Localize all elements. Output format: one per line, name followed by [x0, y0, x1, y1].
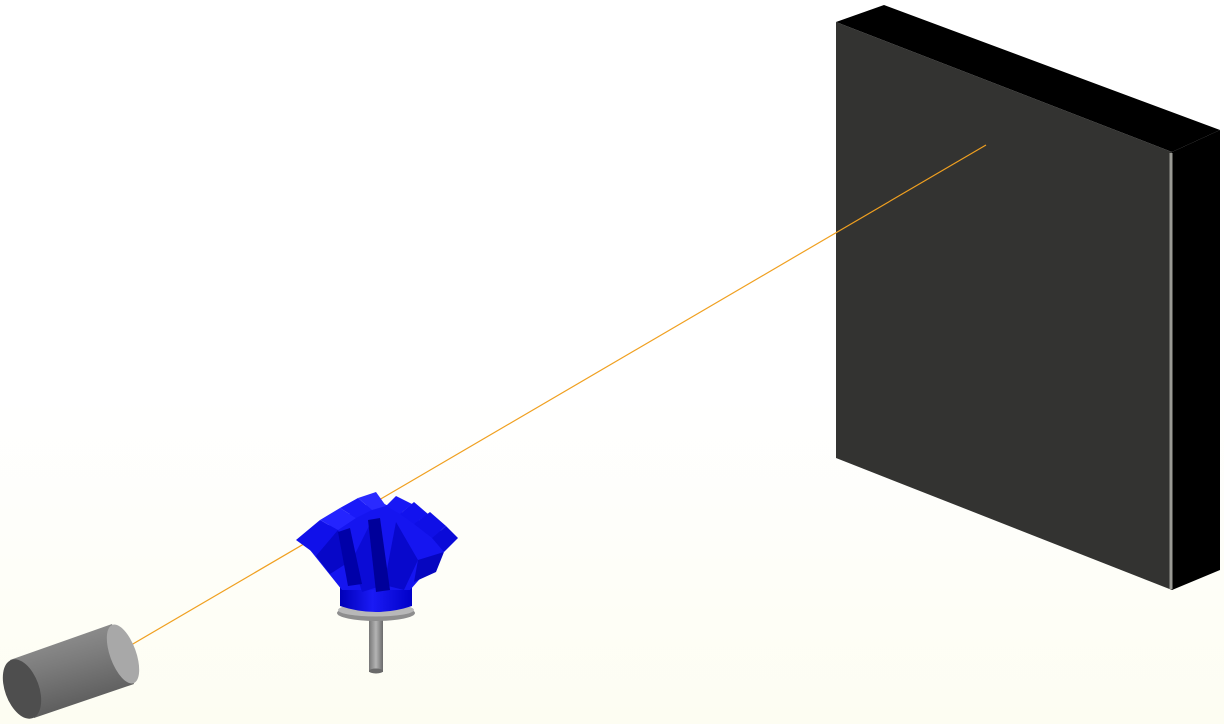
stand-post — [369, 618, 383, 672]
laser-front-cap — [106, 624, 140, 684]
gear-tooth — [320, 508, 356, 530]
gear-hub — [340, 585, 412, 612]
gear-dark-groove — [368, 518, 390, 592]
gear-tooth — [386, 496, 412, 514]
laser-beam — [113, 144, 987, 656]
laser-back-cap — [2, 659, 42, 719]
gear-tooth — [296, 520, 338, 556]
screen-top-face — [836, 5, 1220, 152]
gear-tooth — [432, 526, 458, 552]
gear-tooth — [414, 552, 444, 582]
gear-tooth — [400, 502, 428, 524]
laser-body — [10, 624, 134, 718]
bevel-gear-assembly — [296, 492, 458, 674]
screen-side-face — [1172, 130, 1220, 590]
gear-tooth — [384, 522, 418, 590]
gear-tooth — [340, 498, 372, 518]
gear-tooth — [358, 492, 386, 510]
gear-tooth — [414, 512, 446, 538]
laser-source — [2, 624, 140, 719]
stand-post-bottom — [369, 668, 383, 674]
projection-screen — [836, 5, 1220, 590]
gear-dark-groove — [338, 528, 362, 586]
screen-front-face — [836, 22, 1172, 590]
